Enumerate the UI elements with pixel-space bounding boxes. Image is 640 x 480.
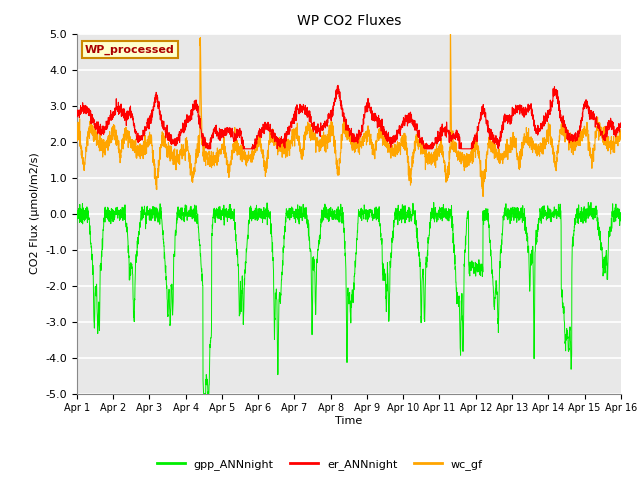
Y-axis label: CO2 Flux (μmol/m2/s): CO2 Flux (μmol/m2/s) xyxy=(30,153,40,275)
Legend: gpp_ANNnight, er_ANNnight, wc_gf: gpp_ANNnight, er_ANNnight, wc_gf xyxy=(153,455,487,474)
Text: WP_processed: WP_processed xyxy=(85,44,175,55)
Title: WP CO2 Fluxes: WP CO2 Fluxes xyxy=(296,14,401,28)
X-axis label: Time: Time xyxy=(335,416,362,426)
